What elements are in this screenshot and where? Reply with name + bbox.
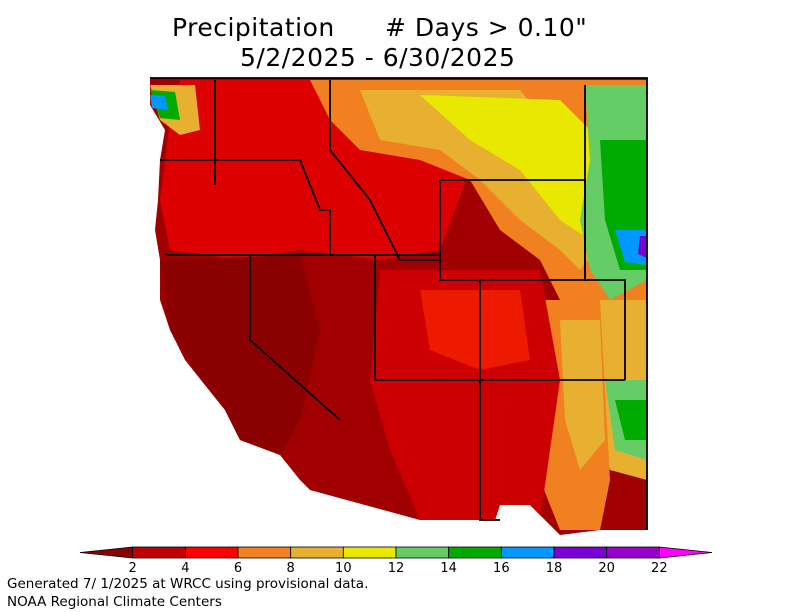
legend-swatch [79,546,134,559]
legend-tick-label: 18 [545,561,563,576]
legend-tick-label: 22 [651,561,668,576]
legend-swatch [342,546,397,559]
legend-tick-label: 12 [387,561,405,576]
legend-swatch [132,546,186,559]
map-title-left: Precipitation [172,13,335,42]
legend-swatch [290,546,344,559]
map-title-right: # Days > 0.10" [385,13,588,42]
legend-swatch [448,546,502,559]
footer-generated: Generated 7/ 1/2025 at WRCC using provis… [7,576,369,592]
state-boundaries [150,77,648,530]
footer-source: NOAA Regional Climate Centers [7,594,222,610]
legend-swatch [606,546,660,559]
legend-tick-label: 4 [181,561,190,576]
precipitation-fill [150,78,647,535]
legend-swatch [658,546,713,559]
legend-swatch [395,546,450,559]
legend-tick-label: 6 [233,561,243,576]
legend-colorbar [79,546,713,559]
legend-swatch [237,546,292,559]
legend-tick-label: 16 [493,561,510,576]
legend-swatch [553,546,608,559]
legend-tick-label: 10 [335,561,352,576]
legend-swatch [184,546,239,559]
legend-tick-label: 20 [598,561,615,576]
legend-swatch [500,546,555,559]
legend-tick-label: 2 [128,561,137,576]
legend-tick-label: 14 [440,561,457,576]
legend-tick-label: 8 [286,561,295,576]
map-date-range: 5/2/2025 - 6/30/2025 [240,43,516,72]
